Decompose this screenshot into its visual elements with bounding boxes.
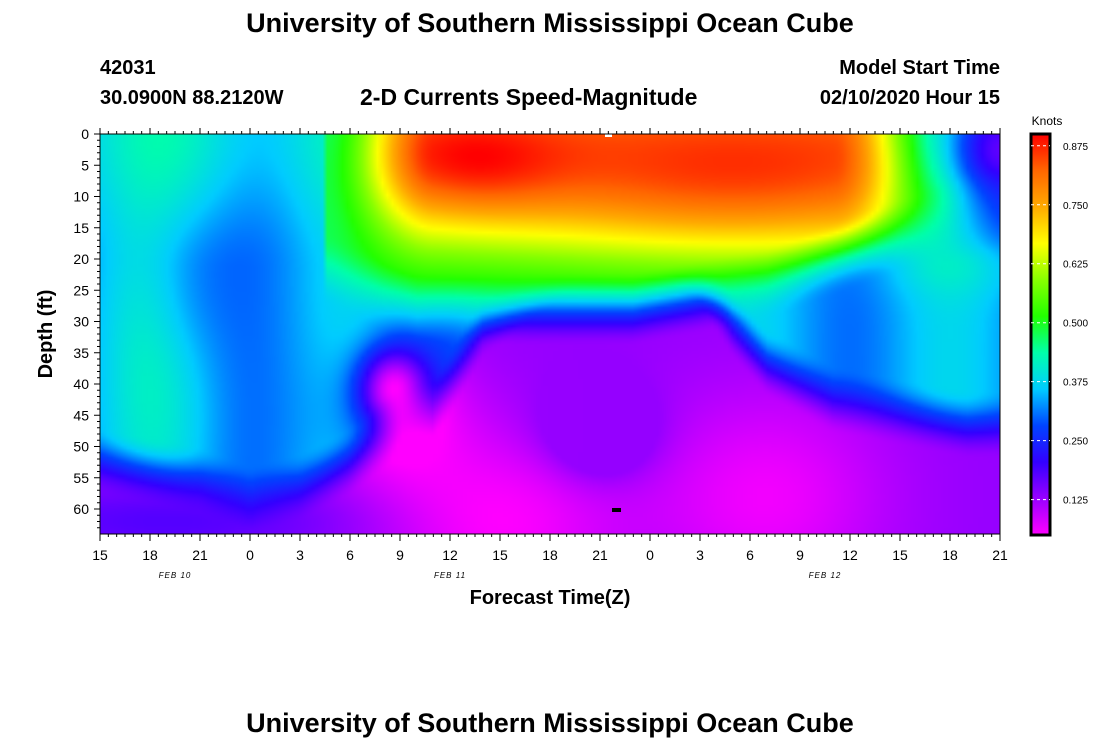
date-label: FEB 11 (434, 571, 466, 580)
colorbar-scale (1029, 132, 1052, 537)
x-tick-label: 6 (346, 547, 354, 563)
page-title: University of Southern Mississippi Ocean… (246, 8, 854, 38)
x-tick-label: 18 (942, 547, 958, 563)
heatmap-plot (99, 133, 1001, 535)
x-tick-label: 21 (992, 547, 1008, 563)
y-tick-label: 10 (73, 189, 89, 205)
model-start-label: Model Start Time (839, 57, 1000, 79)
y-tick-label: 50 (73, 439, 89, 455)
y-tick-label: 55 (73, 470, 89, 486)
y-tick-label: 45 (73, 407, 89, 423)
model-start-value: 02/10/2020 Hour 15 (819, 87, 1000, 109)
y-tick-label: 15 (73, 220, 89, 236)
date-labels: FEB 10 FEB 11 FEB 12 (159, 571, 842, 580)
y-tick-label: 40 (73, 376, 89, 392)
marker-black (612, 508, 621, 512)
chart-title: 2-D Currents Speed-Magnitude (360, 84, 698, 110)
x-tick-label: 3 (696, 547, 704, 563)
colorbar-ticks: 0.875 0.750 0.625 0.500 0.375 0.250 0.125 (1031, 142, 1088, 507)
heatmap-image (100, 134, 1000, 534)
colorbar-tick-label: 0.625 (1063, 260, 1088, 271)
x-tick-label: 21 (592, 547, 608, 563)
x-tick-label: 15 (92, 547, 108, 563)
colorbar-tick-label: 0.875 (1063, 142, 1088, 153)
x-tick-label: 18 (542, 547, 558, 563)
x-tick-label: 12 (842, 547, 858, 563)
station-coordinates: 30.0900N 88.2120W (100, 87, 284, 109)
x-tick-label: 0 (246, 547, 254, 563)
y-tick-label: 25 (73, 282, 89, 298)
x-tick-label: 9 (796, 547, 804, 563)
date-label: FEB 10 (159, 571, 192, 580)
colorbar-tick-label: 0.750 (1063, 201, 1088, 212)
x-tick-label: 12 (442, 547, 458, 563)
y-tick-label: 5 (81, 157, 89, 173)
x-tick-label: 3 (296, 547, 304, 563)
x-tick-label: 0 (646, 547, 654, 563)
y-tick-label: 35 (73, 345, 89, 361)
date-label: FEB 12 (809, 571, 842, 580)
y-tick-label: 20 (73, 251, 89, 267)
colorbar: Knots 0.875 0.750 0.625 0.500 0.375 0.250 0.12… (1029, 114, 1088, 537)
x-axis-label: Forecast Time(Z) (470, 587, 631, 609)
colorbar-tick-label: 0.250 (1063, 437, 1088, 448)
x-tick-label: 21 (192, 547, 208, 563)
station-id: 42031 (100, 57, 156, 79)
x-axis: 15 18 21 0 3 6 9 12 15 18 21 0 3 6 9 12 15 18 21 (92, 128, 1008, 563)
y-tick-label: 30 (73, 314, 89, 330)
colorbar-title: Knots (1032, 114, 1063, 128)
colorbar-tick-label: 0.500 (1063, 319, 1088, 330)
x-tick-label: 15 (892, 547, 908, 563)
y-axis: 0 5 10 15 20 25 30 35 40 45 50 55 60 (73, 126, 100, 529)
footer-title: University of Southern Mississippi Ocean… (246, 708, 854, 738)
y-tick-label: 60 (73, 501, 89, 517)
x-tick-label: 15 (492, 547, 508, 563)
x-tick-label: 9 (396, 547, 404, 563)
y-tick-label: 0 (81, 126, 89, 142)
colorbar-tick-label: 0.375 (1063, 378, 1088, 389)
x-tick-label: 18 (142, 547, 158, 563)
y-axis-label: Depth (ft) (35, 290, 57, 379)
x-tick-label: 6 (746, 547, 754, 563)
marker-white (605, 134, 612, 137)
colorbar-tick-label: 0.125 (1063, 496, 1088, 507)
